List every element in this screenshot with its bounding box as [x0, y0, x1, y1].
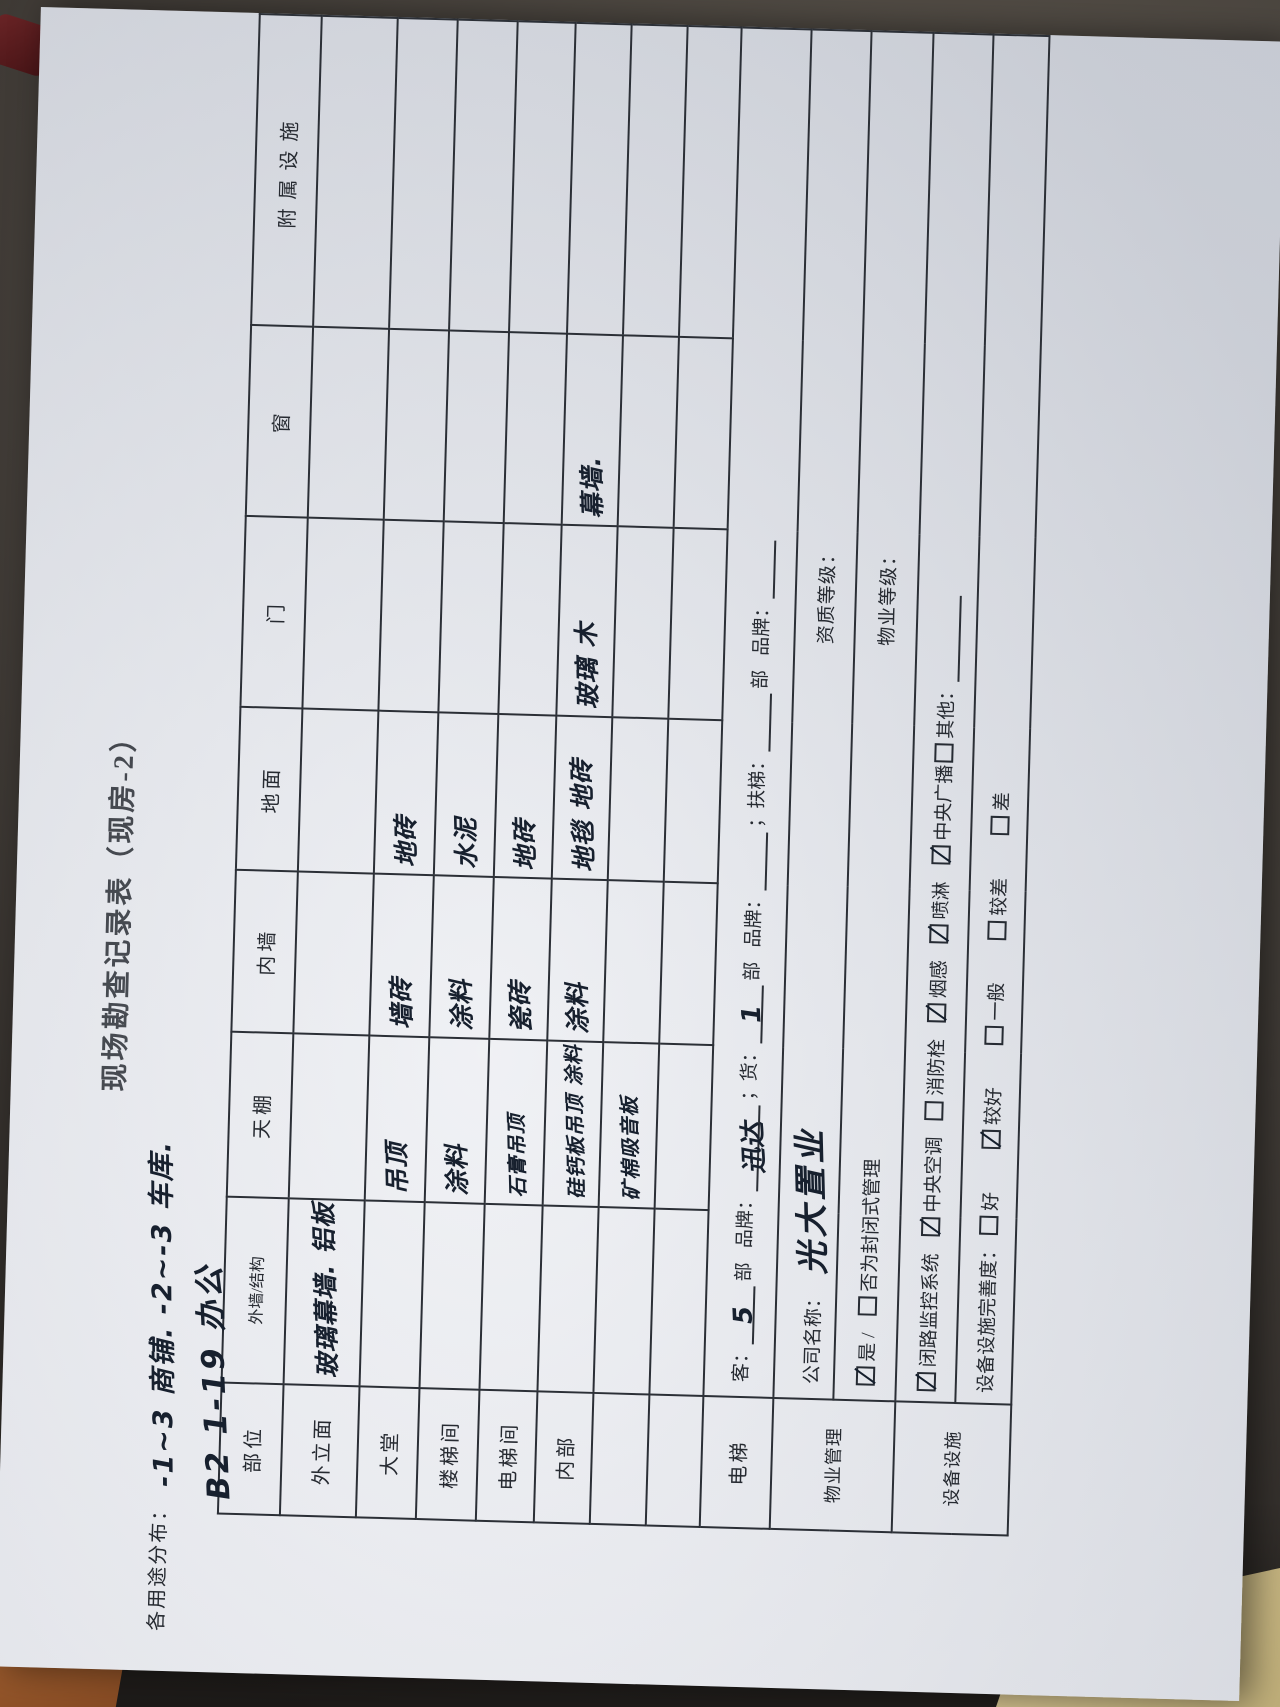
handwriting-entry: 玻璃 木 — [571, 621, 603, 710]
row-label-property: 物业管理 — [769, 1397, 896, 1532]
checkbox-closed-yes — [855, 1365, 875, 1386]
header-cell-ceiling: 天棚 — [226, 1031, 294, 1198]
usage-distribution-note: 各用途分布： -1~3 商铺. -2~-3 车库. — [132, 1139, 185, 1631]
survey-form-paper: 各用途分布： -1~3 商铺. -2~-3 车库. B2 1-19 办公 现场勘… — [0, 6, 1280, 1701]
row-label: 内部 — [533, 1390, 594, 1524]
checkbox-fire-hydrant — [923, 1100, 944, 1120]
handwriting-entry: 瓷砖 — [505, 979, 536, 1033]
qualification-grade-label: 资质等级： — [815, 543, 840, 644]
handwriting-entry: 硅钙板吊顶 涂料 — [560, 1043, 589, 1199]
escalator-count-blank — [743, 692, 772, 752]
usage-label: 各用途分布： — [145, 1498, 172, 1631]
handwriting-entry: 水泥 — [451, 816, 482, 870]
checkbox-smoke-detector — [926, 1002, 946, 1022]
handwriting-entry: 石膏吊顶 — [503, 1112, 530, 1198]
rating-label: 设备设施完善度： — [975, 1240, 1001, 1393]
checkbox-cctv — [916, 1371, 936, 1392]
checkbox-other — [933, 742, 954, 763]
checkbox-sprinkler — [928, 923, 949, 944]
checkbox-pa-system — [930, 844, 951, 865]
checkbox-central-ac — [920, 1216, 940, 1237]
checkbox-rating-fairly-poor — [986, 919, 1007, 940]
checkbox-rating-fairly-good — [980, 1129, 1001, 1149]
handwriting-entry: 涂料 — [441, 1142, 473, 1196]
checkbox-rating-average — [983, 1024, 1004, 1045]
checkbox-closed-no — [857, 1296, 877, 1316]
row-label: 电梯间 — [475, 1389, 538, 1522]
checkbox-rating-good — [978, 1215, 999, 1235]
handwriting-entry: 涂料 — [446, 978, 477, 1031]
row-label: 楼梯间 — [415, 1387, 480, 1521]
company-name-handwriting: 光大置业 — [790, 1125, 833, 1275]
handwriting-entry: 地砖 — [391, 814, 422, 868]
handwriting-entry: 地毯 地砖 — [567, 758, 599, 873]
handwriting-entry: 玻璃幕墙. 铝板 — [309, 1201, 343, 1379]
other-blank — [932, 594, 962, 682]
row-label-elevator: 电梯 — [699, 1395, 774, 1529]
property-level-label: 物业等级： — [876, 545, 901, 646]
header-cell-auxiliary: 附属设施 — [251, 13, 322, 327]
handwriting-entry: 墙砖 — [386, 976, 417, 1030]
header-cell-floor: 地面 — [235, 706, 303, 872]
passenger-brand-blank: 迅达 — [731, 1104, 770, 1191]
page-title: 现场勘查记录表（现房-2） — [99, 720, 141, 1092]
handwriting-entry: 地砖 — [510, 818, 541, 871]
row-label: 大堂 — [355, 1385, 420, 1519]
cargo-count-blank: 1 — [735, 984, 767, 1044]
header-cell-door: 门 — [240, 514, 308, 709]
handwriting-entry: 涂料 — [562, 981, 593, 1034]
header-cell-innerwall: 内墙 — [231, 869, 298, 1033]
handwriting-entry: 矿棉吸音板 — [616, 1094, 644, 1201]
passenger-count-blank: 5 — [727, 1285, 759, 1344]
cargo-brand-blank — [740, 831, 768, 891]
survey-table: 部位 外墙/结构 天棚 内墙 地面 门 窗 附属设施 外立面 玻璃幕墙. 铝板 — [217, 13, 1051, 1537]
usage-handwriting-line1: -1~3 商铺. -2~-3 车库. — [146, 1139, 180, 1487]
row-label: 外立面 — [279, 1383, 360, 1517]
handwriting-entry: 吊顶 — [382, 1141, 413, 1194]
header-cell-window: 窗 — [245, 324, 314, 517]
row-label-devices: 设备设施 — [891, 1400, 1012, 1536]
checkbox-rating-poor — [989, 815, 1010, 835]
handwriting-entry: 幕墙. — [576, 454, 608, 518]
escalator-brand-blank — [748, 539, 776, 599]
